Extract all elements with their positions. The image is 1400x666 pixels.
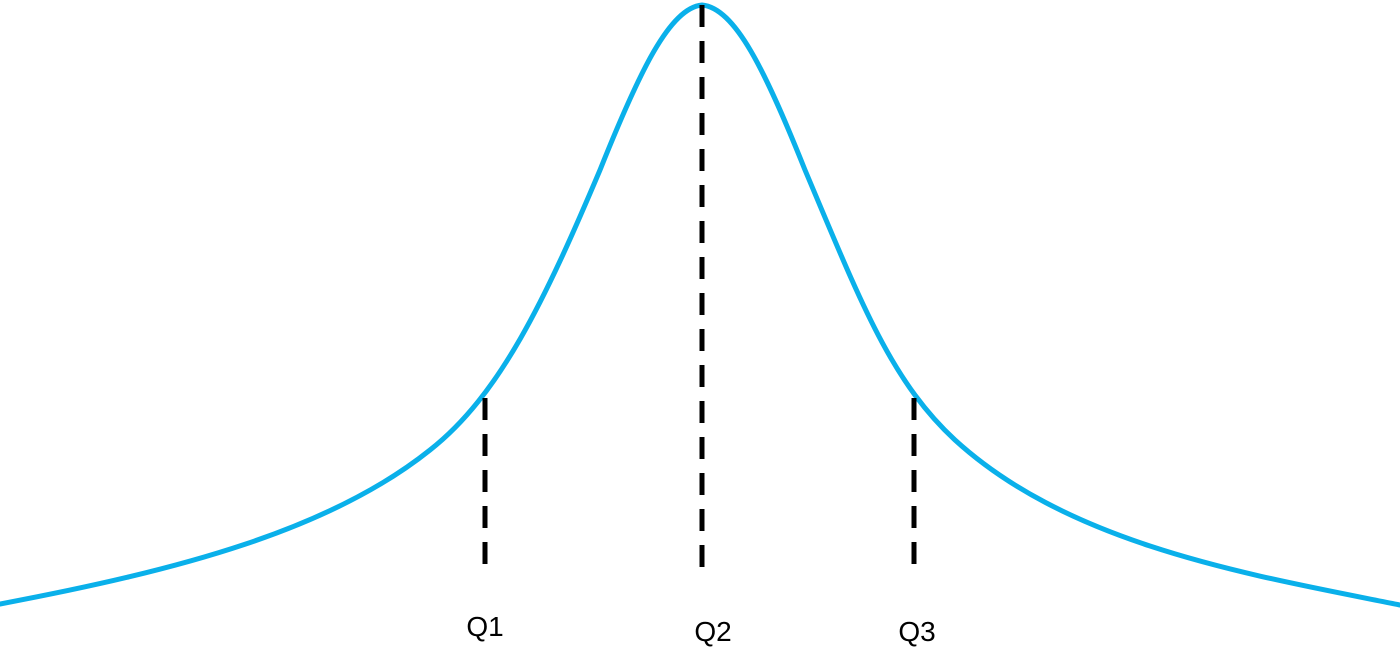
- q2-label: Q2: [694, 616, 731, 647]
- q1-label: Q1: [466, 611, 503, 642]
- q3-label: Q3: [898, 616, 935, 647]
